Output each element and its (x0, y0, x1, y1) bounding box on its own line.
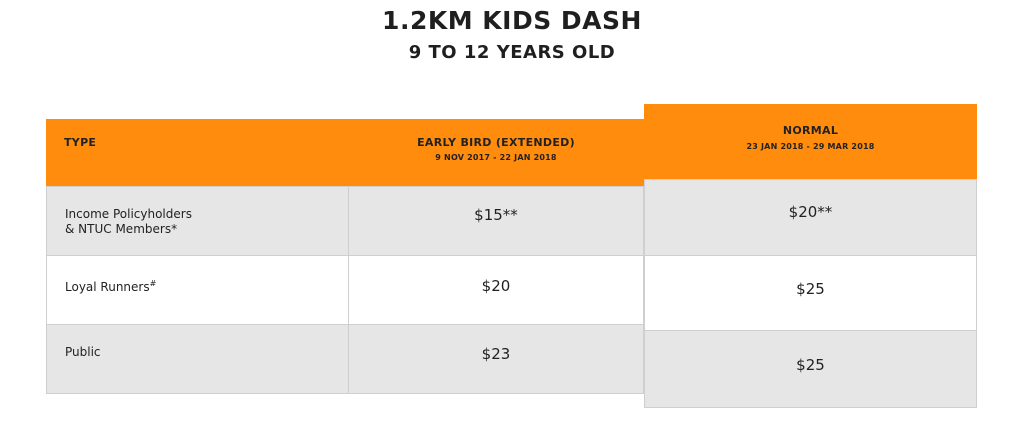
table-row-3-type: Public (46, 324, 349, 394)
column-header-type-label: TYPE (64, 136, 97, 149)
row-2-label-sup: # (149, 279, 157, 288)
column-header-normal-dates: 23 JAN 2018 - 29 MAR 2018 (746, 142, 875, 151)
row-1-normal-price: $20** (788, 203, 833, 221)
column-header-normal: NORMAL 23 JAN 2018 - 29 MAR 2018 (644, 104, 977, 179)
page-title: 1.2KM KIDS DASH (382, 6, 642, 35)
row-3-early-price: $23 (481, 345, 511, 363)
row-1-label: Income Policyholders & NTUC Members* (65, 207, 192, 237)
table-row-2-normal: $25 (644, 255, 977, 331)
table-row-3-normal: $25 (644, 330, 977, 408)
table-row-2-early: $20 (348, 255, 644, 325)
row-2-label: Loyal Runners# (65, 276, 156, 295)
row-2-normal-price: $25 (796, 280, 825, 298)
table-row-3-early: $23 (348, 324, 644, 394)
row-2-early-price: $20 (481, 277, 511, 295)
row-3-normal-price: $25 (796, 356, 825, 374)
row-1-label-line1: Income Policyholders (65, 207, 192, 221)
table-row-1-normal: $20** (644, 179, 977, 256)
page-subtitle: 9 TO 12 YEARS OLD (408, 42, 616, 63)
table-row-2-type: Loyal Runners# (46, 255, 349, 325)
column-header-early-bird-dates: 9 NOV 2017 - 22 JAN 2018 (435, 153, 557, 162)
row-1-early-price: $15** (474, 206, 518, 224)
table-row-1-early: $15** (348, 186, 644, 256)
row-1-label-line2: & NTUC Members* (65, 222, 178, 236)
table-row-1-type: Income Policyholders & NTUC Members* (46, 186, 349, 256)
row-2-label-text: Loyal Runners (65, 280, 150, 294)
column-header-type: TYPE (46, 119, 348, 186)
row-3-label: Public (65, 345, 101, 359)
column-header-early-bird-label: EARLY BIRD (EXTENDED) (417, 136, 575, 149)
column-header-early-bird: EARLY BIRD (EXTENDED) 9 NOV 2017 - 22 JA… (348, 119, 644, 186)
column-header-normal-label: NORMAL (782, 124, 839, 137)
